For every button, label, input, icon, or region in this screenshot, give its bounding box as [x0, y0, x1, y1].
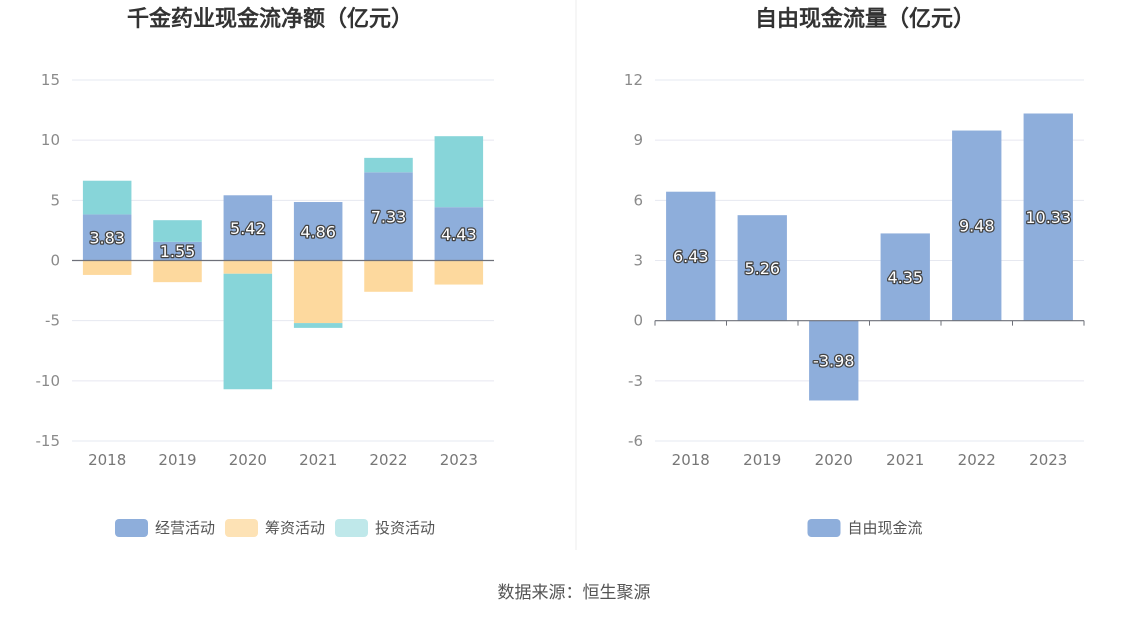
bar-投资活动-2023	[434, 136, 484, 208]
bar-投资活动-2022	[364, 157, 413, 173]
data-label: 4.35	[887, 268, 923, 287]
bar-投资活动-2019	[153, 220, 202, 242]
y-tick-label: 10	[41, 131, 60, 149]
data-label: 7.33	[371, 207, 407, 226]
bar-自由现金流-2020	[809, 320, 859, 401]
chart2-title: 自由现金流量（亿元）	[755, 6, 975, 32]
bar-自由现金流-2018	[666, 191, 716, 321]
legend-swatch	[807, 519, 841, 537]
y-tick-label: -3	[628, 372, 643, 390]
y-tick-label: -6	[628, 432, 643, 450]
y-tick-label: 15	[41, 71, 60, 89]
data-label: 5.26	[744, 259, 780, 278]
legend-label: 筹资活动	[265, 519, 325, 537]
x-tick-label: 2021	[299, 451, 337, 469]
bar-自由现金流-2021	[880, 233, 930, 321]
legend-swatch	[335, 519, 368, 537]
bar-自由现金流-2023	[1023, 113, 1073, 321]
x-tick-label: 2018	[88, 451, 126, 469]
data-label: 6.43	[673, 247, 709, 266]
chart1-title: 千金药业现金流净额（亿元）	[127, 6, 413, 32]
x-tick-label: 2020	[229, 451, 267, 469]
bar-筹资活动-2020	[223, 260, 273, 274]
bar-自由现金流-2019	[737, 215, 787, 321]
y-tick-label: 5	[50, 191, 60, 209]
y-tick-label: 0	[633, 312, 643, 330]
y-tick-label: 12	[624, 71, 643, 89]
x-tick-label: 2021	[886, 451, 924, 469]
x-tick-label: 2020	[815, 451, 853, 469]
data-label: 3.83	[89, 228, 125, 247]
bar-筹资活动-2021	[293, 260, 343, 324]
x-tick-label: 2019	[158, 451, 196, 469]
y-tick-label: -10	[36, 372, 61, 390]
bar-自由现金流-2022	[952, 130, 1002, 321]
bar-筹资活动-2018	[82, 260, 132, 275]
bar-投资活动-2020	[223, 273, 273, 390]
bar-经营活动-2023	[434, 207, 484, 261]
bar-筹资活动-2019	[153, 260, 202, 283]
data-label: 4.86	[300, 222, 336, 241]
y-tick-label: -15	[36, 432, 61, 450]
legend-swatch	[225, 519, 258, 537]
bar-筹资活动-2023	[434, 260, 484, 285]
legend-label: 投资活动	[375, 519, 435, 537]
data-label: 1.55	[160, 242, 196, 261]
x-tick-label: 2022	[958, 451, 996, 469]
y-tick-label: 9	[633, 131, 643, 149]
y-tick-label: -5	[45, 312, 60, 330]
bar-投资活动-2018	[82, 180, 132, 215]
legend-label: 经营活动	[155, 519, 215, 537]
x-tick-label: 2019	[743, 451, 781, 469]
y-tick-label: 6	[633, 191, 643, 209]
x-tick-label: 2023	[1029, 451, 1067, 469]
bar-经营活动-2018	[82, 214, 132, 261]
bar-投资活动-2021	[293, 323, 343, 328]
y-tick-label: 3	[633, 252, 643, 270]
bar-经营活动-2022	[364, 172, 413, 261]
data-label: 9.48	[959, 217, 995, 236]
bar-经营活动-2019	[153, 241, 202, 261]
data-label: 5.42	[230, 219, 266, 238]
x-tick-label: 2022	[369, 451, 407, 469]
x-tick-label: 2023	[440, 451, 478, 469]
y-tick-label: 0	[50, 252, 60, 270]
bar-经营活动-2020	[223, 195, 273, 261]
x-tick-label: 2018	[672, 451, 710, 469]
data-label: 10.33	[1025, 208, 1071, 227]
legend-swatch	[115, 519, 148, 537]
data-label: -3.98	[813, 352, 854, 371]
bar-筹资活动-2022	[364, 260, 413, 292]
data-label: 4.43	[441, 225, 477, 244]
bar-经营活动-2021	[293, 202, 343, 261]
legend-label: 自由现金流	[848, 519, 923, 537]
source-text: 数据来源：恒生聚源	[498, 583, 651, 603]
